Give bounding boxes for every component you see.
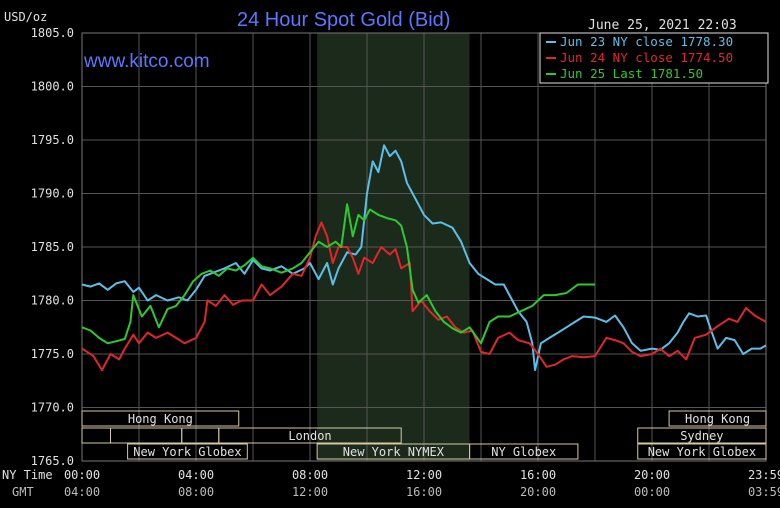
ny-time-row-label: NY Time	[2, 468, 53, 482]
session-label: Hong Kong	[685, 412, 750, 426]
session-label: Hong Kong	[128, 412, 193, 426]
x-tick-label-ny: 04:00	[178, 468, 214, 482]
session-bar	[668, 410, 767, 427]
legend-label: Jun 23 NY close 1778.30	[560, 34, 733, 49]
x-tick-label-gmt: 20:00	[520, 485, 556, 499]
session-label: London	[288, 429, 331, 443]
session-bar	[637, 443, 767, 460]
y-tick-label: 1775.0	[31, 347, 74, 361]
legend-label: Jun 25 Last 1781.50	[560, 66, 703, 81]
y-tick-label: 1785.0	[31, 240, 74, 254]
x-tick-label-gmt: 16:00	[406, 485, 442, 499]
x-tick-label-gmt: 03:59	[748, 485, 780, 499]
x-tick-label-ny: 16:00	[520, 468, 556, 482]
legend-entry: Jun 25 Last 1781.50	[546, 66, 703, 81]
session-bar	[127, 443, 248, 460]
session-label: New York Globex	[133, 445, 241, 459]
session-label: Sydney	[680, 429, 723, 443]
session-bar	[637, 427, 767, 444]
legend-entry: Jun 23 NY close 1778.30	[546, 34, 733, 49]
chart-title: 24 Hour Spot Gold (Bid)	[237, 9, 450, 31]
y-tick-label: 1770.0	[31, 401, 74, 415]
x-tick-label-gmt: 08:00	[178, 485, 214, 499]
x-tick-label-ny: 12:00	[406, 468, 442, 482]
session-label: NY Globex	[491, 445, 556, 459]
y-tick-label: 1800.0	[31, 80, 74, 94]
plot-frame	[81, 32, 767, 462]
session-bar	[469, 443, 579, 460]
y-tick-label: 1795.0	[31, 133, 74, 147]
legend-label: Jun 24 NY close 1774.50	[560, 50, 733, 65]
session-bar	[218, 427, 402, 444]
series-line	[81, 203, 595, 345]
y-tick-label: 1805.0	[31, 26, 74, 40]
x-tick-label-ny: 08:00	[292, 468, 328, 482]
gmt-row-label: GMT	[12, 485, 34, 499]
session-bar	[81, 410, 240, 427]
y-tick-label: 1765.0	[31, 454, 74, 468]
session-label: New York Globex	[648, 445, 756, 459]
y-tick-label: 1790.0	[31, 187, 74, 201]
x-tick-label-ny: 20:00	[634, 468, 670, 482]
unit-label: USD/oz	[4, 10, 47, 24]
x-tick-label-ny: 23:59	[748, 468, 780, 482]
timestamp-text: June 25, 2021 22:03	[588, 18, 737, 33]
x-tick-label-ny: 00:00	[64, 468, 100, 482]
x-tick-label-gmt: 04:00	[64, 485, 100, 499]
x-tick-label-gmt: 12:00	[292, 485, 328, 499]
x-tick-label-gmt: 00:00	[634, 485, 670, 499]
session-label: New York NYMEX	[343, 445, 445, 459]
legend-box	[539, 32, 769, 84]
watermark-text: www.kitco.com	[83, 51, 210, 72]
legend-entry: Jun 24 NY close 1774.50	[546, 50, 733, 65]
series-line	[81, 221, 767, 372]
y-tick-label: 1780.0	[31, 294, 74, 308]
